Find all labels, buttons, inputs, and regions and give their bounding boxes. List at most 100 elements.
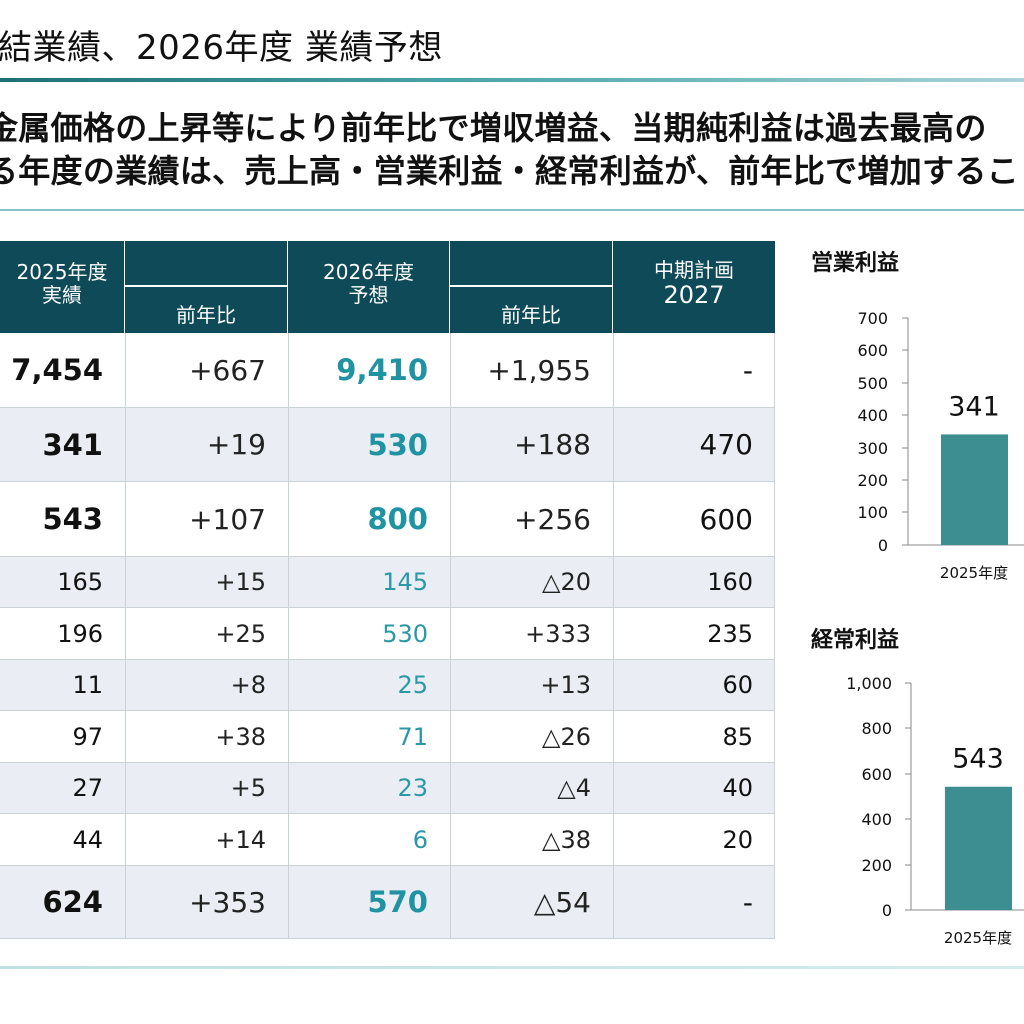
chart1-ytick: 0 (878, 536, 888, 555)
header-plan-2027: 中期計画 2027 (613, 241, 775, 333)
chart2-ytick: 600 (861, 765, 892, 784)
cell-yoy-forecast: △20 (542, 568, 591, 596)
cell-yoy: +14 (215, 825, 266, 854)
chart2-category-label: 2025年度 (944, 929, 1012, 947)
table-row: 97 +38 71 △26 85 (0, 711, 775, 763)
cell-yoy: +19 (206, 428, 266, 461)
header-actual-2025-line1: 2025年度 (16, 260, 108, 284)
chart1-ytick: 100 (857, 503, 888, 522)
cell-forecast: 9,410 (336, 353, 428, 387)
chart2-yticks: 1,000 800 600 400 200 0 (846, 674, 892, 920)
cell-yoy: +25 (215, 619, 266, 648)
cell-actual: 44 (72, 825, 103, 854)
column-divider (613, 333, 614, 939)
summary-text: 金属価格の上昇等により前年比で増収増益、当期純利益は過去最高の る年度の業績は、… (0, 107, 1024, 193)
cell-actual: 27 (72, 774, 103, 802)
cell-actual: 624 (42, 885, 103, 919)
chart1-ytick: 400 (857, 406, 888, 425)
header-forecast-2026-line2: 予想 (348, 283, 389, 307)
cell-plan: 85 (722, 722, 753, 751)
chart1-ytick: 700 (857, 309, 888, 328)
chart1-ytick: 200 (857, 471, 888, 490)
cell-actual: 11 (72, 671, 103, 699)
chart1-ytick: 300 (857, 439, 888, 458)
results-table: 2025年度 実績 前年比 2026年度 予想 前年比 中期計画 2027 7,… (0, 241, 775, 939)
page-title: 結業績、2026年度 業績予想 (0, 28, 443, 68)
cell-plan: - (742, 353, 753, 387)
cell-plan: 60 (722, 671, 753, 699)
chart2-ytick: 1,000 (846, 674, 892, 693)
cell-forecast: 145 (382, 568, 428, 596)
cell-yoy-forecast: +256 (514, 502, 591, 536)
cell-plan: 470 (699, 428, 753, 461)
cell-yoy-forecast: △26 (542, 722, 591, 751)
table-row: 543 +107 800 +256 600 (0, 482, 775, 557)
column-divider (288, 333, 289, 939)
chart1-bar-2025 (941, 434, 1008, 545)
column-divider (450, 333, 451, 939)
cell-plan: 160 (707, 568, 753, 596)
cell-plan: 20 (722, 825, 753, 854)
table-row: 341 +19 530 +188 470 (0, 408, 775, 482)
header-yoy-2025-label: 前年比 (176, 303, 236, 327)
chart1-yticks: 700 600 500 400 300 200 100 0 (857, 309, 888, 555)
cell-yoy-forecast: +13 (540, 671, 591, 699)
chart2-ytick: 200 (861, 856, 892, 875)
cell-yoy: +667 (189, 353, 266, 387)
cell-actual: 7,454 (11, 353, 103, 387)
chart1-ytick: 600 (857, 341, 888, 360)
table-row: 11 +8 25 +13 60 (0, 660, 775, 711)
chart-operating-income: 700 600 500 400 300 200 100 0 341 2025年度 (857, 309, 1024, 582)
chart1-category-label: 2025年度 (940, 564, 1008, 582)
header-plan-line2: 2027 (663, 281, 725, 309)
table-row: 196 +25 530 +333 235 (0, 608, 775, 660)
chart1-tickmarks (902, 317, 908, 546)
cell-plan: 235 (707, 619, 753, 648)
cell-yoy-forecast: △4 (557, 774, 591, 802)
summary-line-2: る年度の業績は、売上高・営業利益・経常利益が、前年比で増加すること (0, 152, 1024, 190)
cell-yoy: +107 (189, 502, 266, 536)
chart2-data-label: 543 (952, 744, 1004, 775)
column-divider (125, 333, 126, 939)
chart2-ytick: 400 (861, 810, 892, 829)
chart-title-ordinary-income: 経常利益 (811, 628, 900, 653)
cell-forecast: 71 (397, 722, 428, 751)
cell-forecast: 570 (367, 885, 428, 919)
header-blank-2 (450, 241, 612, 285)
title-underline (0, 78, 1024, 82)
header-yoy-2026: 前年比 (450, 287, 612, 333)
table-row: 165 +15 145 △20 160 (0, 557, 775, 608)
summary-line-1: 金属価格の上昇等により前年比で増収増益、当期純利益は過去最高の (0, 109, 987, 147)
cell-yoy-forecast: +1,955 (487, 353, 591, 387)
cell-plan: 600 (699, 502, 753, 536)
cell-yoy: +5 (230, 774, 266, 802)
table-row: 27 +5 23 △4 40 (0, 763, 775, 814)
column-divider (774, 333, 775, 939)
cell-actual: 196 (57, 619, 103, 648)
chart2-bar-2025 (945, 786, 1012, 910)
cell-forecast: 25 (397, 671, 428, 699)
chart1-ytick: 500 (857, 374, 888, 393)
cell-actual: 165 (57, 568, 103, 596)
header-forecast-2026: 2026年度 予想 (288, 241, 449, 333)
chart-ordinary-income: 1,000 800 600 400 200 0 543 2025年度 (846, 674, 1024, 947)
cell-forecast: 800 (367, 502, 428, 536)
cell-yoy-forecast: +333 (525, 619, 591, 648)
header-plan-line1: 中期計画 (654, 258, 734, 282)
cell-actual: 97 (72, 722, 103, 751)
header-forecast-2026-line1: 2026年度 (323, 260, 414, 284)
chart-title-operating-income: 営業利益 (811, 251, 900, 276)
header-yoy-2025: 前年比 (125, 287, 287, 333)
cell-yoy-forecast: △54 (533, 885, 591, 919)
table-row: 624 +353 570 △54 - (0, 866, 775, 939)
summary-divider (0, 209, 1024, 211)
header-yoy-2026-label: 前年比 (501, 303, 561, 327)
footer-divider (0, 966, 1024, 969)
chart2-ytick: 800 (861, 719, 892, 738)
cell-forecast: 23 (397, 774, 428, 802)
cell-yoy: +353 (189, 885, 266, 919)
cell-actual: 341 (42, 427, 103, 462)
cell-yoy: +15 (215, 568, 266, 596)
header-actual-2025: 2025年度 実績 (0, 241, 124, 333)
header-blank-1 (125, 241, 287, 285)
